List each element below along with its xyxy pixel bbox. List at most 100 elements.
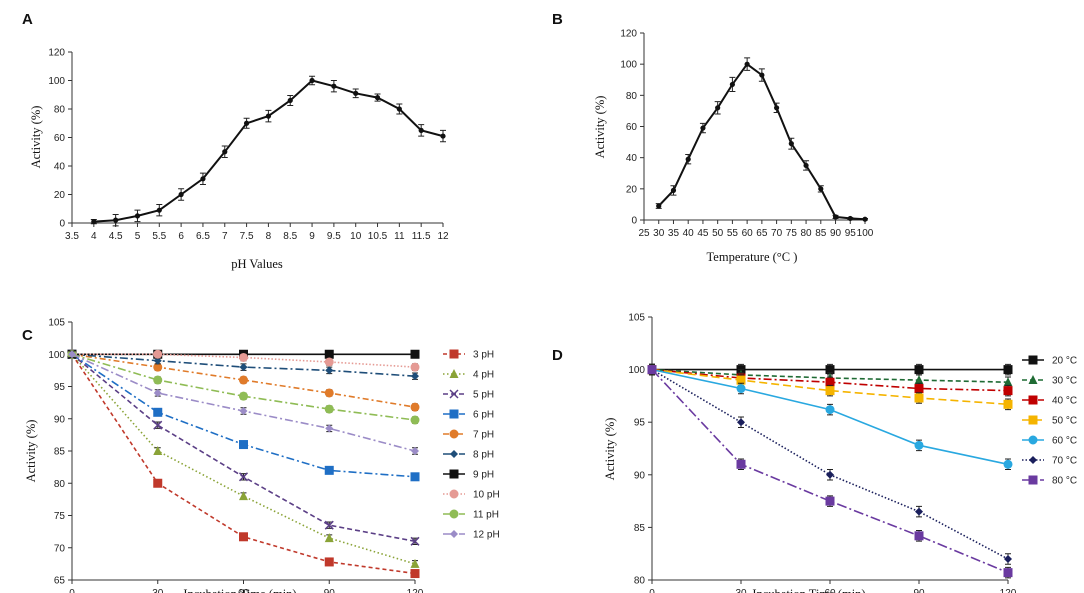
x-tick-label: 0 bbox=[649, 588, 655, 593]
x-tick-label: 4 bbox=[91, 231, 97, 242]
x-tick-label: 40 bbox=[683, 228, 695, 239]
x-axis-title: pH Values bbox=[231, 257, 283, 271]
y-tick-label: 90 bbox=[54, 414, 66, 425]
data-point-0-11 bbox=[331, 83, 337, 89]
series-line-5 bbox=[651, 368, 1009, 560]
y-tick-label: 0 bbox=[631, 216, 637, 227]
data-point-0-2 bbox=[239, 532, 248, 542]
data-point-4-4 bbox=[410, 402, 420, 412]
data-point-1-4 bbox=[1003, 377, 1013, 387]
legend-label-3: 6 pH bbox=[473, 410, 494, 421]
data-point-1-legend bbox=[1028, 375, 1038, 384]
x-tick-label: 30 bbox=[653, 228, 665, 239]
x-tick-label: 120 bbox=[1000, 588, 1017, 593]
data-point-2-4 bbox=[410, 536, 420, 546]
y-tick-label: 80 bbox=[634, 576, 646, 587]
data-point-7-1 bbox=[153, 349, 163, 359]
x-tick-label: 120 bbox=[407, 588, 424, 593]
data-point-0-2 bbox=[685, 156, 691, 162]
data-point-7-4 bbox=[410, 362, 420, 372]
x-tick-label: 50 bbox=[712, 228, 724, 239]
data-point-3-2 bbox=[825, 386, 835, 396]
data-point-3-3 bbox=[914, 393, 924, 403]
panel-letter: C bbox=[22, 327, 33, 344]
data-point-0-6 bbox=[744, 61, 750, 67]
x-axis-title: Temperature (°C ) bbox=[707, 250, 798, 264]
data-point-0-7 bbox=[243, 120, 250, 126]
legend-label-8: 11 pH bbox=[473, 510, 499, 521]
legend-label-1: 4 pH bbox=[473, 370, 494, 381]
data-point-8-legend bbox=[449, 509, 459, 519]
data-point-0-16 bbox=[440, 133, 446, 139]
data-point-0-4 bbox=[1003, 365, 1013, 375]
data-point-5-3 bbox=[325, 366, 334, 375]
data-point-5-4 bbox=[1004, 554, 1012, 563]
x-tick-label: 7.5 bbox=[240, 231, 254, 242]
data-point-9-3 bbox=[325, 424, 334, 433]
data-point-2-1 bbox=[153, 420, 163, 430]
data-point-4-2 bbox=[825, 405, 835, 415]
data-point-8-1 bbox=[153, 375, 163, 385]
x-tick-label: 5.5 bbox=[152, 231, 166, 242]
data-point-4-legend bbox=[1028, 435, 1038, 445]
series-line-6 bbox=[651, 369, 1009, 574]
y-axis-title: Activity (%) bbox=[593, 96, 607, 159]
data-point-0-8 bbox=[774, 105, 780, 111]
y-tick-label: 100 bbox=[620, 60, 637, 71]
data-point-0-1 bbox=[113, 217, 119, 223]
data-point-0-14 bbox=[396, 106, 402, 112]
x-tick-label: 90 bbox=[913, 588, 925, 593]
x-tick-label: 9 bbox=[309, 231, 315, 242]
data-point-0-13 bbox=[374, 95, 381, 101]
legend-label-5: 8 pH bbox=[473, 450, 494, 461]
data-point-8-2 bbox=[239, 391, 248, 401]
legend-label-2: 5 pH bbox=[473, 390, 494, 401]
x-tick-label: 12 bbox=[437, 231, 449, 242]
panel-d: D 80 85 90 95 100 105 0 30 60 90 120 Incubation Time… bbox=[552, 313, 1077, 593]
data-point-4-4 bbox=[1003, 459, 1013, 469]
data-point-0-6 bbox=[222, 149, 228, 155]
x-tick-label: 10.5 bbox=[368, 231, 388, 242]
data-point-5-2 bbox=[826, 470, 834, 479]
data-point-6-2 bbox=[825, 496, 835, 506]
legend-label-3: 50 °C bbox=[1052, 416, 1077, 427]
data-point-0-12 bbox=[353, 90, 359, 96]
data-point-6-0 bbox=[647, 365, 657, 375]
data-point-3-2 bbox=[239, 440, 248, 450]
data-point-6-1 bbox=[736, 459, 746, 469]
x-tick-label: 35 bbox=[668, 228, 680, 239]
legend-label-6: 80 °C bbox=[1052, 476, 1077, 487]
data-point-8-4 bbox=[410, 415, 420, 425]
data-point-6-4 bbox=[410, 349, 420, 359]
y-tick-label: 60 bbox=[626, 122, 638, 133]
data-point-0-legend bbox=[1028, 355, 1038, 365]
data-point-9-0 bbox=[68, 350, 76, 359]
data-point-6-3 bbox=[324, 349, 334, 359]
y-tick-label: 0 bbox=[59, 219, 65, 230]
y-tick-label: 95 bbox=[634, 418, 646, 429]
data-point-9-4 bbox=[411, 447, 419, 455]
data-point-7-legend bbox=[449, 489, 459, 499]
data-point-8-3 bbox=[324, 404, 334, 414]
x-tick-label: 10 bbox=[350, 231, 362, 242]
legend-label-2: 40 °C bbox=[1052, 396, 1077, 407]
y-tick-label: 20 bbox=[54, 190, 66, 201]
data-point-0-0 bbox=[656, 203, 662, 209]
x-tick-label: 4.5 bbox=[109, 231, 123, 242]
x-tick-label: 70 bbox=[771, 228, 783, 239]
x-tick-label: 30 bbox=[735, 588, 747, 593]
data-point-6-3 bbox=[914, 531, 924, 541]
y-tick-label: 90 bbox=[634, 470, 646, 481]
data-point-3-legend bbox=[1028, 415, 1038, 425]
x-tick-label: 30 bbox=[152, 588, 164, 593]
data-point-5-legend bbox=[1029, 456, 1037, 464]
data-point-0-3 bbox=[700, 125, 706, 131]
data-point-6-4 bbox=[1003, 568, 1013, 578]
y-tick-label: 65 bbox=[54, 576, 66, 587]
x-tick-label: 3.5 bbox=[65, 231, 79, 242]
data-point-0-14 bbox=[862, 216, 868, 222]
y-tick-label: 40 bbox=[626, 153, 638, 164]
legend-label-6: 9 pH bbox=[473, 470, 494, 481]
x-tick-label: 7 bbox=[222, 231, 228, 242]
